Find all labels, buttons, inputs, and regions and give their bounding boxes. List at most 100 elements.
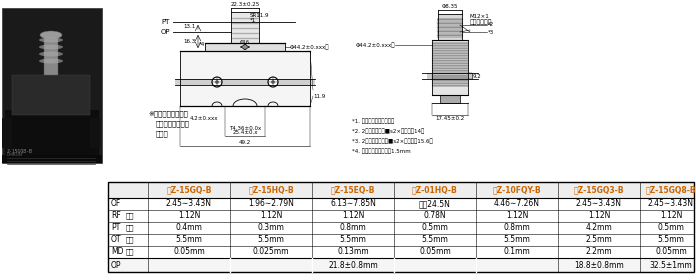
Text: 5.5mm: 5.5mm [422,235,448,244]
Text: 最大24.5N: 最大24.5N [419,199,451,209]
Text: 0.05mm: 0.05mm [419,248,451,256]
Text: 9.2: 9.2 [473,74,482,78]
Text: Φ8.35: Φ8.35 [442,4,458,9]
Text: 最小: 最小 [126,213,134,219]
Bar [432,73,468,76]
Text: *1: *1 [250,18,256,23]
Circle shape [212,77,222,87]
Text: 32.5±1mm: 32.5±1mm [649,260,693,269]
Text: OF: OF [111,199,121,209]
Bar [432,58,468,61]
Ellipse shape [39,45,63,50]
Text: Φ16: Φ16 [240,40,250,45]
Text: 0.13mm: 0.13mm [337,248,369,256]
Text: 最大: 最大 [126,249,134,255]
Ellipse shape [39,59,63,64]
Text: 2.45∼3.43N: 2.45∼3.43N [166,199,212,209]
Text: 形Z-01HQ-B: 形Z-01HQ-B [412,186,458,195]
Bar [231,12,259,43]
Text: 5.5mm: 5.5mm [504,235,530,244]
Text: 1.12N: 1.12N [588,211,610,221]
Text: 13.1: 13.1 [184,25,196,29]
Text: 2.2mm: 2.2mm [586,248,612,256]
Bar [432,48,468,51]
Text: 形Z-15GQ-B: 形Z-15GQ-B [166,186,212,195]
Text: 最大: 最大 [126,225,134,231]
Bar [437,27,463,29]
Text: 1.12N: 1.12N [660,211,682,221]
Text: PT: PT [161,19,170,25]
Text: Φ44.2±0.xxx穴: Φ44.2±0.xxx穴 [356,42,395,48]
Bar [2,8,102,163]
Text: 18.8±0.8mm: 18.8±0.8mm [574,260,624,269]
Text: 形Z-15GQ8-B: 形Z-15GQ8-B [646,186,696,195]
Text: *4. 不完全ねじ部は最大1.5mm: *4. 不完全ねじ部は最大1.5mm [352,148,411,154]
Text: 0.05mm: 0.05mm [655,248,687,256]
Text: PT: PT [111,223,120,232]
Bar [205,43,285,51]
Text: 形Z-15HQ-B: 形Z-15HQ-B [248,186,294,195]
Text: 11.9: 11.9 [313,94,325,99]
Ellipse shape [39,52,63,57]
Bar [437,23,463,25]
Bar [231,27,259,29]
Bar [432,78,468,81]
Bar [432,63,468,66]
Text: *1. ステンレス鋼用ボタン: *1. ステンレス鋼用ボタン [352,118,394,123]
Text: 0.8mm: 0.8mm [340,223,366,232]
Ellipse shape [40,31,62,39]
Text: 2.5mm: 2.5mm [585,235,612,244]
Text: 0.8mm: 0.8mm [504,223,530,232]
Text: 取りつけねじ: 取りつけねじ [470,19,493,25]
Text: OT: OT [111,235,122,244]
Bar [108,182,694,198]
Text: 5.5mm: 5.5mm [658,235,684,244]
Bar [432,43,468,46]
Text: 0.5mm: 0.5mm [658,223,684,232]
Bar [440,95,460,103]
Text: *2: *2 [488,22,494,27]
Circle shape [268,77,278,87]
Text: 21.8±0.8mm: 21.8±0.8mm [328,260,378,269]
Text: 17.45±0.2: 17.45±0.2 [436,116,465,121]
Bar [108,198,694,258]
Text: 形Z-15GQ3-B: 形Z-15GQ3-B [574,186,624,195]
Text: 2.45∼3.43N: 2.45∼3.43N [576,199,622,209]
Text: *3. 2ロックナット（■s2×対辺距離15.6）: *3. 2ロックナット（■s2×対辺距離15.6） [352,138,433,144]
Text: 22.3±0.25: 22.3±0.25 [230,2,260,7]
Text: 4.2±0.xxx: 4.2±0.xxx [190,116,219,121]
Bar [231,17,259,20]
Text: 0.4mm: 0.4mm [175,223,203,232]
Text: ※アクチュエータの: ※アクチュエータの [148,110,188,116]
Text: Φ44.2±0.xxx穴: Φ44.2±0.xxx穴 [290,44,329,50]
Bar [2,155,102,163]
Text: 0.5mm: 0.5mm [422,223,448,232]
Circle shape [215,80,219,84]
Text: *4: *4 [199,42,205,47]
Text: M12×1: M12×1 [470,13,490,18]
Text: 5.5mm: 5.5mm [175,235,203,244]
Text: 外形寸法が異なり: 外形寸法が異なり [156,120,190,127]
Bar [180,51,310,106]
Bar [432,68,468,71]
Bar [437,19,463,22]
Bar [44,35,58,75]
Text: 2.45∼3.43N: 2.45∼3.43N [648,199,694,209]
Text: OP: OP [111,260,122,269]
Text: 6.13∼7.85N: 6.13∼7.85N [330,199,376,209]
Bar [175,79,315,85]
Bar [437,31,463,34]
Ellipse shape [39,38,63,43]
Text: 0.3mm: 0.3mm [258,223,285,232]
Bar [90,118,100,148]
Text: 25.4±0.x: 25.4±0.x [232,130,258,135]
Text: 1.12N: 1.12N [177,211,200,221]
Text: 49.2: 49.2 [239,140,251,145]
Circle shape [271,80,275,84]
Bar [231,22,259,25]
Text: 0.78N: 0.78N [424,211,446,221]
Text: 4.2mm: 4.2mm [585,223,612,232]
Text: 形Z-15EQ-B: 形Z-15EQ-B [331,186,375,195]
Text: 最小: 最小 [126,237,134,243]
Bar [2,118,12,148]
